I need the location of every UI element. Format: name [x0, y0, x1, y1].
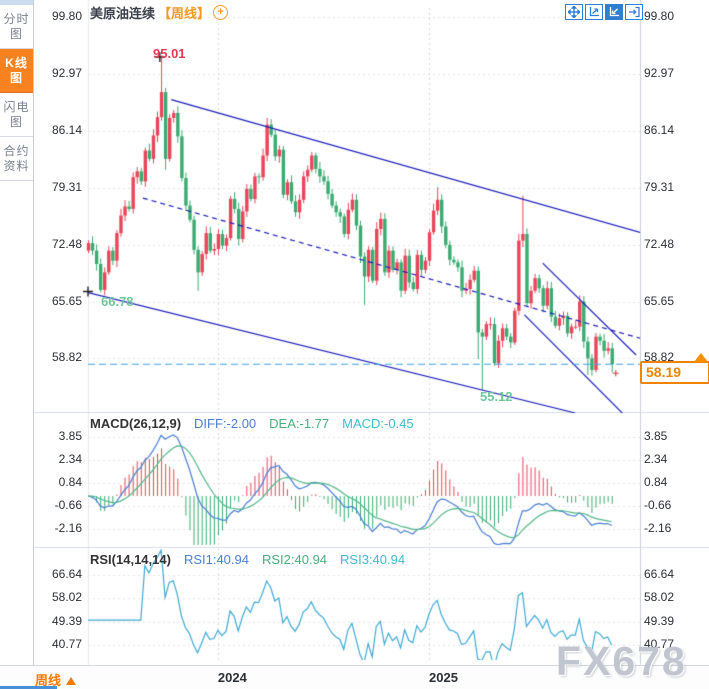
main-axis-right-label: 86.14	[644, 123, 675, 137]
main-axis-right-label: 58.82	[644, 350, 675, 364]
macd-diff-value: DIFF:-2.00	[194, 416, 257, 431]
bottom-axis-bar: 周线 2024 2025	[0, 665, 709, 689]
rsi3-value: RSI3:40.94	[340, 552, 406, 567]
macd-macd-value: MACD:-0.45	[342, 416, 414, 431]
main-axis-right-label: 72.48	[644, 237, 675, 251]
main-axis-right-label: 92.97	[644, 66, 675, 80]
sidebar-item-3[interactable]: 合约资料	[0, 137, 33, 181]
rsi-title: RSI(14,14,14)	[90, 552, 171, 567]
triangle-up-icon	[66, 677, 77, 685]
pan-tool-icon[interactable]	[565, 4, 583, 20]
low-price-annotation: 55.12	[480, 389, 513, 404]
macd-axis-right-label: -0.66	[644, 498, 672, 512]
sidebar-item-0[interactable]: 分时图	[0, 5, 33, 49]
macd-axis-right-label: -2.16	[644, 521, 672, 535]
period-label-text: 周线	[35, 673, 62, 688]
macd-dea-value: DEA:-1.77	[269, 416, 330, 431]
macd-axis-left-label: 3.85	[58, 429, 82, 443]
rsi-axis-right-label: 49.39	[644, 613, 675, 628]
macd-axis-right-label: 3.85	[644, 429, 668, 443]
scale-axis-active-icon[interactable]	[605, 4, 623, 20]
year-label-2024: 2024	[217, 670, 247, 685]
high-price-annotation: 95.01	[153, 46, 186, 61]
main-axis-left-label: 72.48	[51, 237, 82, 251]
rsi-header: RSI(14,14,14) RSI1:40.94 RSI2:40.94 RSI3…	[90, 552, 405, 567]
macd-header: MACD(26,12,9) DIFF:-2.00 DEA:-1.77 MACD:…	[90, 416, 414, 431]
rsi-axis-right-label: 58.02	[644, 590, 675, 605]
rsi-axis-right-label: 40.77	[644, 637, 675, 651]
main-axis-left-label: 92.97	[51, 66, 82, 80]
main-axis-left-label: 65.65	[51, 294, 82, 308]
rsi2-value: RSI2:40.94	[261, 552, 328, 567]
rsi-axis-left-label: 66.64	[51, 567, 82, 581]
rsi-axis-left-label: 40.77	[51, 637, 82, 651]
rsi-axis-left-label: 49.39	[51, 613, 82, 628]
rsi-axis-right-label: 66.64	[644, 567, 675, 581]
chart-toolbar	[565, 4, 643, 20]
macd-title: MACD(26,12,9)	[90, 416, 182, 431]
macd-axis-left-label: 0.84	[58, 475, 82, 489]
main-axis-left-label: 99.80	[51, 9, 82, 23]
macd-axis-right-label: 0.84	[644, 475, 668, 489]
last-price-box: 58.19	[640, 361, 709, 384]
year-label-2025: 2025	[429, 670, 458, 685]
macd-axis-left-label: -2.16	[54, 521, 82, 535]
macd-axis-right-label: 2.34	[644, 452, 668, 466]
main-axis-right-label: 99.80	[644, 9, 675, 23]
timeframe-label: 【周线】	[158, 6, 211, 21]
sidebar: 分时图 K线图 闪电图 合约资料	[0, 0, 34, 665]
main-axis-right-label: 65.65	[644, 294, 675, 308]
sidebar-items: 分时图 K线图 闪电图 合约资料	[0, 5, 33, 181]
macd-axis-left-label: 2.34	[58, 452, 82, 466]
scale-axis-icon[interactable]	[585, 4, 603, 20]
watermark: FX678	[556, 638, 687, 684]
main-axis-left-label: 79.31	[51, 180, 82, 194]
chart-title-bar: 美原油连续 【周线】	[90, 3, 229, 22]
main-axis-left-label: 86.14	[51, 123, 82, 137]
symbol-title: 美原油连续	[90, 6, 156, 21]
exit-chart-icon[interactable]	[625, 4, 643, 20]
trendline-anchor-annotation: 66.78	[101, 294, 134, 309]
add-indicator-icon[interactable]	[213, 5, 229, 20]
main-axis-right-label: 79.31	[644, 180, 675, 194]
sidebar-item-2[interactable]: 闪电图	[0, 93, 33, 137]
macd-axis-left-label: -0.66	[54, 498, 82, 512]
bottom-scrollbar-strip[interactable]	[0, 686, 57, 689]
sidebar-top-strip	[0, 0, 33, 5]
rsi1-value: RSI1:40.94	[183, 552, 249, 567]
rsi-axis-left-label: 58.02	[51, 590, 82, 605]
main-axis-left-label: 58.82	[51, 350, 82, 364]
price-up-arrow-icon	[694, 353, 708, 362]
period-selector[interactable]: 周线	[35, 670, 77, 689]
sidebar-item-1[interactable]: K线图	[0, 49, 33, 93]
